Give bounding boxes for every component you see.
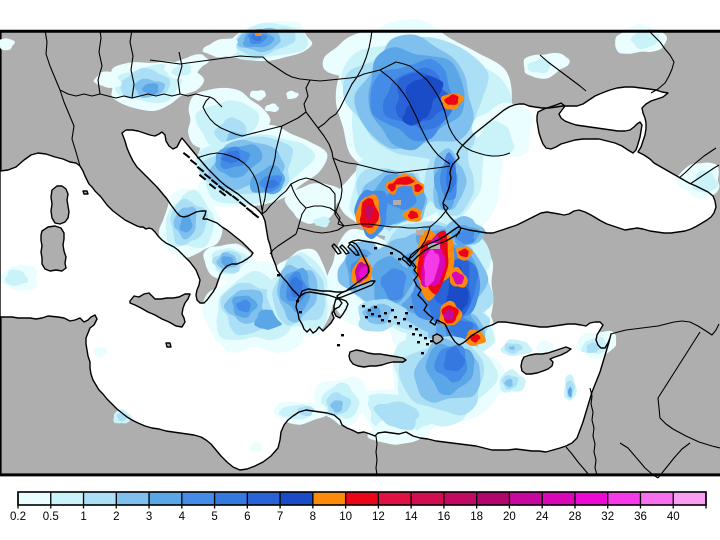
svg-text:6: 6 [244, 511, 250, 523]
svg-text:20: 20 [503, 511, 516, 523]
svg-text:3: 3 [146, 511, 152, 523]
svg-text:28: 28 [569, 511, 582, 523]
svg-text:8: 8 [310, 511, 316, 523]
svg-text:14: 14 [405, 511, 418, 523]
svg-text:12: 12 [372, 511, 385, 523]
svg-text:24: 24 [536, 511, 549, 523]
svg-text:0.5: 0.5 [43, 511, 59, 523]
svg-text:10: 10 [339, 511, 352, 523]
svg-text:0.2: 0.2 [10, 511, 26, 523]
svg-text:40: 40 [667, 511, 680, 523]
svg-text:4: 4 [179, 511, 186, 523]
svg-text:7: 7 [277, 511, 283, 523]
svg-text:36: 36 [634, 511, 647, 523]
svg-text:16: 16 [438, 511, 451, 523]
svg-text:18: 18 [470, 511, 483, 523]
svg-text:5: 5 [211, 511, 217, 523]
svg-text:2: 2 [113, 511, 119, 523]
svg-text:32: 32 [601, 511, 614, 523]
svg-text:1: 1 [80, 511, 86, 523]
